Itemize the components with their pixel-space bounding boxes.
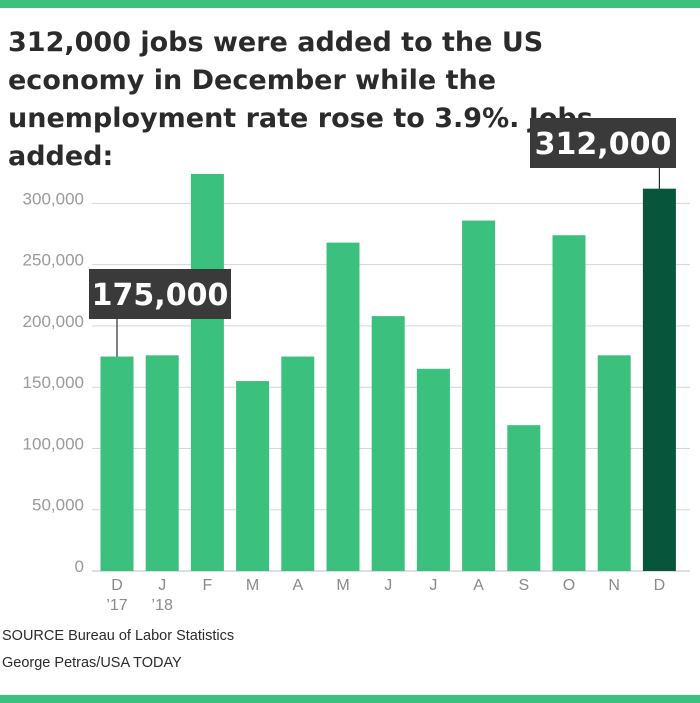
bar [371,316,405,571]
bar [597,355,631,571]
bar [507,425,541,571]
x-tick-label: D [654,577,666,594]
callout-box [89,269,231,319]
source-note: SOURCE Bureau of Labor Statistics [2,628,235,644]
x-tick-label: F [203,577,213,594]
y-tick-label: 50,000 [32,496,84,515]
credit-note: George Petras/USA TODAY [2,655,182,671]
y-tick-label: 0 [75,557,84,576]
y-tick-label: 300,000 [23,189,84,208]
x-tick-label: ’17 [106,597,127,614]
x-tick-label: N [608,577,620,594]
bar [462,220,496,572]
x-tick-label: A [292,577,303,594]
bar [416,368,450,571]
x-tick-label: O [563,577,575,594]
x-tick-label: J [429,577,437,594]
x-tick-label: A [473,577,484,594]
x-tick-label: M [246,577,259,594]
x-tick-label: J [158,577,166,594]
callout-box [530,118,676,168]
x-tick-label: D [111,577,123,594]
y-tick-label: 150,000 [23,373,84,392]
data-label: 312,000 [535,127,672,162]
x-tick-label: M [336,577,349,594]
x-tick-label: S [518,577,529,594]
top-accent-band [0,0,700,8]
bar [552,235,586,571]
bar [100,356,134,571]
bar [236,381,270,571]
bottom-accent-band [0,695,700,703]
chart-title: 312,000 jobs were added to the US econom… [8,27,593,172]
x-tick-label: ’18 [152,597,173,614]
data-label: 175,000 [92,278,229,313]
x-tick-label: J [384,577,392,594]
y-tick-label: 200,000 [23,312,84,331]
bar [642,188,676,571]
bar [190,173,224,571]
bar [281,356,315,571]
bar [326,242,360,572]
y-tick-label: 100,000 [23,434,84,453]
bar [145,355,179,571]
y-tick-label: 250,000 [23,251,84,270]
